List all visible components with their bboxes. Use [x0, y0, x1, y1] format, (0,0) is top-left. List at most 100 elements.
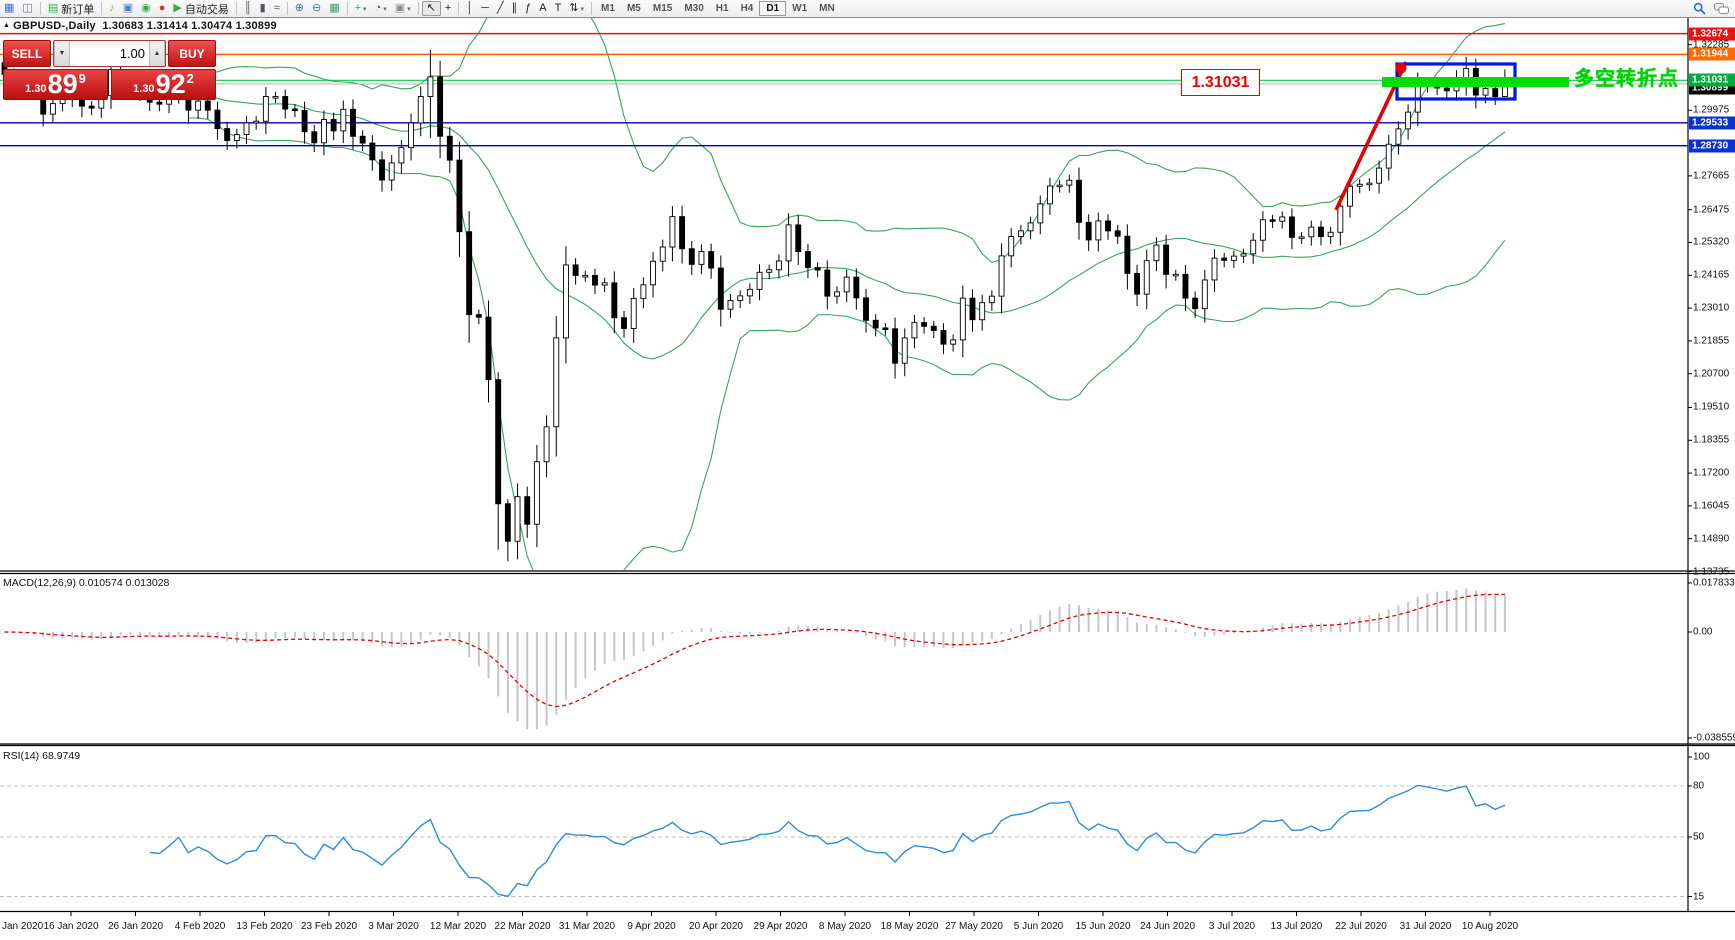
date-tick-label: 26 Jan 2020 [107, 921, 164, 932]
new-order-button[interactable]: ▤ 新订单 [44, 1, 98, 16]
volume-input[interactable] [70, 41, 149, 66]
timeframe-m30[interactable]: M30 [684, 3, 704, 14]
periods-icon[interactable]: ◔ ▾ [371, 1, 391, 16]
line-chart-icon[interactable]: ≈ [270, 1, 284, 16]
date-tick-label: 5 Jun 2020 [1013, 921, 1064, 932]
price-tick: 1.18355 [1693, 434, 1730, 446]
timeframe-h1[interactable]: H1 [715, 3, 729, 14]
market-icon: ● [158, 2, 166, 14]
price-tick: 1.24165 [1693, 269, 1730, 281]
candlestick-icon[interactable]: ▮ [256, 1, 270, 16]
price-tick: 1.13735 [1693, 566, 1730, 577]
turning-point-annotation[interactable]: 多空转折点 [1574, 68, 1679, 90]
timeframe-m1[interactable]: M1 [601, 3, 615, 14]
rsi-label-row: RSI(14) 68.9749 [3, 750, 80, 762]
price-tick: 1.29975 [1693, 104, 1730, 116]
zoom-in-icon[interactable]: ⊕ [291, 1, 308, 16]
one-click-trade-panel: SELL ▼ ▲ BUY 1.30 89 9 1.30 92 2 [3, 40, 216, 100]
buy-price[interactable]: 1.30 92 2 [111, 69, 216, 100]
chart-window-icon[interactable]: ▦ [0, 1, 18, 16]
price-tick: 1.26475 [1693, 204, 1730, 216]
buy-price-pips: 92 [155, 69, 186, 99]
autotrading-button[interactable]: ▶ 自动交易 [169, 1, 232, 16]
trendline-icon[interactable]: ╱ [493, 1, 508, 16]
crosshair-icon[interactable]: + [441, 1, 455, 16]
price-tick: 1.27665 [1693, 170, 1730, 182]
timeframe-d1[interactable]: D1 [759, 1, 787, 16]
date-tick-label: 18 May 2020 [880, 921, 939, 932]
volume-increase-button[interactable]: ▲ [149, 41, 165, 66]
date-tick-label: 20 Apr 2020 [689, 921, 743, 932]
date-tick-label: 22 Mar 2020 [494, 921, 551, 932]
cursor-icon[interactable]: ↖ [421, 1, 441, 16]
arrows-icon[interactable]: ⇅ ▾ [565, 1, 588, 16]
chat-icon[interactable] [1714, 2, 1729, 15]
sell-price[interactable]: 1.30 89 9 [3, 69, 108, 100]
templates-icon[interactable]: ▣ ▾ [391, 1, 415, 16]
sell-price-point: 9 [78, 71, 86, 86]
bollinger-bands [188, 18, 1506, 570]
toolbar: ▦ ◫ ▤ 新订单 ♪ ▣ ◉ ● ▶ 自动交易 ║ ▮ ≈ ⊕ ⊖ ▦ + ▾ ◔ ▾ ▣ ▾ ↖ + │ ─ ╱ ∥ ƒ A T ⇅ ▾ M… [0, 0, 1735, 18]
level-badge: 1.31944 [1689, 47, 1735, 61]
level-badge: 1.28730 [1689, 139, 1735, 153]
channel-icon[interactable]: ∥ [508, 1, 522, 16]
candlestick-icon: ▮ [259, 2, 266, 14]
timeframe-m5[interactable]: M5 [626, 3, 641, 14]
signals-icon[interactable]: ◉ [137, 1, 155, 16]
fibonacci-icon[interactable]: ƒ [521, 1, 535, 16]
support-band-annotation[interactable] [1382, 77, 1569, 87]
bar-chart-icon[interactable]: ║ [240, 1, 256, 16]
market-icon[interactable]: ● [155, 1, 170, 16]
zoom-out-icon[interactable]: ⊖ [308, 1, 325, 16]
text-icon[interactable]: A [535, 1, 550, 16]
crosshair-icon: + [444, 2, 452, 14]
price-tick: 1.25320 [1693, 236, 1730, 248]
indicators-icon[interactable]: + ▾ [351, 1, 371, 16]
timeframe-m15[interactable]: M15 [652, 3, 673, 14]
zoom-out-icon: ⊖ [311, 2, 322, 14]
macd-scale-label: -0.038559 [1693, 732, 1735, 744]
chevron-down-icon: ▾ [580, 5, 585, 13]
terminal-icon: ▣ [122, 2, 134, 14]
macd-histogram [13, 588, 1506, 730]
sound-icon[interactable]: ♪ [105, 1, 119, 16]
volume-decrease-button[interactable]: ▼ [54, 41, 70, 66]
volume-control: ▼ ▲ [53, 40, 166, 67]
buy-button[interactable]: BUY [168, 40, 216, 67]
chevron-down-icon: ▾ [363, 5, 367, 13]
rsi-label: RSI(14) [3, 750, 40, 762]
data-window-icon[interactable]: ◫ [18, 1, 36, 16]
price-callout-label[interactable]: 1.31031 [1181, 69, 1260, 96]
indicators-icon: + [354, 2, 362, 14]
sound-icon: ♪ [109, 2, 115, 14]
text-icon: A [539, 2, 547, 14]
date-tick-label: Jan 2020 [2, 921, 44, 932]
cursor-icon: ↖ [426, 2, 436, 14]
date-tick-label: 10 Aug 2020 [1461, 921, 1519, 932]
date-tick-label: 29 Apr 2020 [753, 921, 808, 932]
label-icon[interactable]: T [551, 1, 566, 16]
price-tick: 1.20700 [1693, 368, 1730, 380]
date-tick-label: 13 Feb 2020 [236, 921, 293, 932]
sell-button[interactable]: SELL [3, 40, 51, 67]
search-icon[interactable] [1693, 2, 1706, 15]
new-order-button-label: 新订单 [61, 3, 95, 16]
chart-window-icon: ▦ [4, 2, 15, 14]
terminal-icon[interactable]: ▣ [119, 1, 137, 16]
toolbar-right [1693, 2, 1735, 15]
macd-scale-label: 0.00 [1693, 626, 1713, 638]
tile-windows-icon[interactable]: ▦ [325, 1, 343, 16]
toolbar-items: ▦ ◫ ▤ 新订单 ♪ ▣ ◉ ● ▶ 自动交易 ║ ▮ ≈ ⊕ ⊖ ▦ + ▾ ◔ ▾ ▣ ▾ ↖ + │ ─ ╱ ∥ ƒ A T ⇅ ▾ [0, 1, 595, 16]
horizontal-line-icon[interactable]: ─ [477, 1, 493, 16]
new-order-button: ▤ [47, 2, 59, 14]
timeframe-h4[interactable]: H4 [740, 3, 754, 14]
toolbar-separator [458, 2, 460, 15]
trend-end-dot[interactable] [1395, 62, 1407, 74]
date-tick-label: 22 Jul 2020 [1335, 921, 1387, 932]
timeframe-w1[interactable]: W1 [792, 3, 808, 14]
vertical-line-icon[interactable]: │ [462, 1, 477, 16]
timeframe-bar: M1 M5 M15 M30 H1 H4 D1 W1 MN [595, 1, 841, 16]
timeframe-mn[interactable]: MN [819, 3, 835, 14]
arrows-icon: ⇅ [569, 2, 579, 14]
